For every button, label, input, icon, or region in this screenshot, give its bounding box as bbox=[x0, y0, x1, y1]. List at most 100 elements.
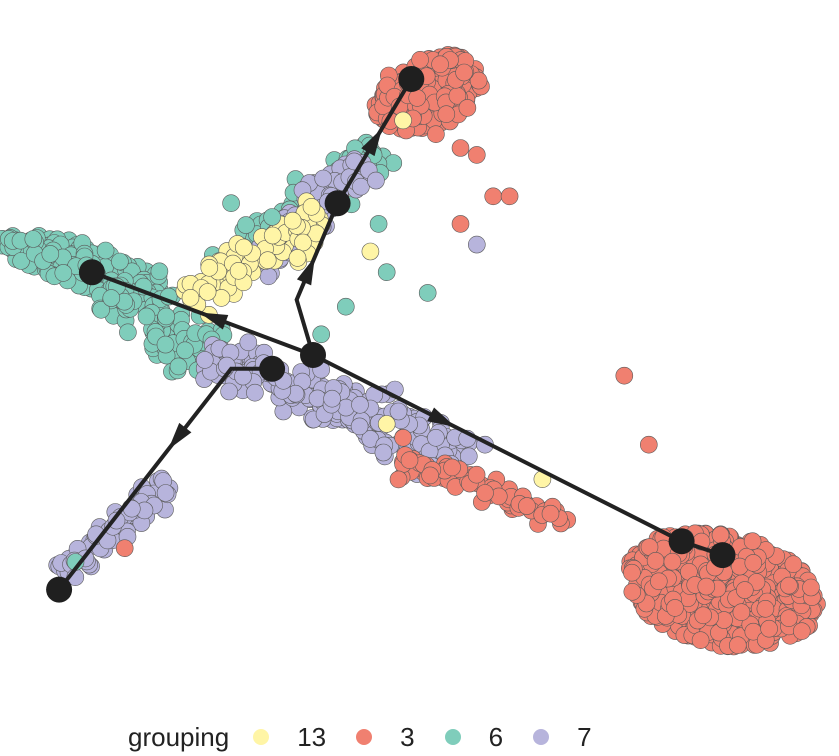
data-point-group-3 bbox=[615, 366, 634, 385]
trajectory-node-right_end bbox=[709, 542, 736, 569]
data-point-group-3 bbox=[711, 526, 730, 544]
data-point-group-6 bbox=[54, 264, 73, 282]
data-point-group-3 bbox=[666, 599, 684, 617]
data-point-group-3 bbox=[469, 71, 488, 90]
data-point-group-3 bbox=[756, 599, 775, 618]
data-point-group-6 bbox=[377, 263, 396, 282]
data-point-group-3 bbox=[735, 581, 754, 599]
data-point-group-3 bbox=[431, 55, 449, 74]
data-point-group-6 bbox=[169, 357, 188, 376]
data-points bbox=[0, 46, 826, 656]
data-point-group-3 bbox=[451, 139, 470, 157]
data-point-group-6 bbox=[41, 245, 60, 263]
data-point-group-3 bbox=[646, 551, 665, 570]
legend-item-7: 7 bbox=[533, 722, 592, 753]
trajectory-node-top_end bbox=[398, 66, 425, 92]
data-point-group-3 bbox=[400, 451, 419, 470]
data-point-group-13 bbox=[198, 283, 217, 301]
legend-swatch-6 bbox=[444, 729, 461, 745]
data-point-group-3 bbox=[780, 576, 798, 595]
data-point-group-7 bbox=[367, 171, 385, 190]
data-point-group-3 bbox=[500, 187, 519, 206]
data-point-group-3 bbox=[744, 554, 763, 572]
legend-item-6: 6 bbox=[444, 721, 504, 753]
legend-swatch-7 bbox=[533, 729, 550, 745]
data-point-group-3 bbox=[697, 577, 716, 596]
data-point-group-6 bbox=[24, 230, 43, 248]
data-point-group-3 bbox=[437, 105, 456, 123]
data-point-group-3 bbox=[649, 572, 668, 591]
data-point-group-6 bbox=[150, 262, 169, 281]
data-point-group-13 bbox=[263, 226, 282, 245]
data-point-group-6 bbox=[176, 341, 194, 360]
data-point-group-7 bbox=[196, 351, 214, 369]
data-point-group-6 bbox=[312, 325, 331, 344]
data-point-group-7 bbox=[156, 484, 175, 502]
data-point-group-3 bbox=[389, 470, 408, 489]
data-point-group-6 bbox=[92, 300, 110, 319]
data-point-group-3 bbox=[451, 215, 470, 233]
trajectory-node-right_a bbox=[668, 528, 695, 555]
data-point-group-13 bbox=[235, 238, 253, 257]
data-point-group-3 bbox=[694, 606, 713, 625]
data-point-group-3 bbox=[639, 435, 658, 454]
data-point-group-3 bbox=[802, 578, 820, 597]
trajectory-edge bbox=[57, 366, 273, 591]
trajectory-node-left_end bbox=[78, 259, 105, 286]
data-point-group-6 bbox=[111, 252, 129, 271]
data-point-group-6 bbox=[96, 241, 115, 260]
legend-swatch-3 bbox=[356, 729, 373, 745]
data-point-group-13 bbox=[200, 258, 219, 277]
data-point-group-13 bbox=[377, 415, 396, 433]
data-point-group-7 bbox=[314, 169, 333, 188]
data-point-group-6 bbox=[237, 216, 255, 234]
data-point-group-3 bbox=[458, 99, 477, 117]
data-point-group-3 bbox=[541, 504, 560, 523]
data-point-group-3 bbox=[467, 146, 486, 164]
data-point-group-13 bbox=[283, 211, 302, 230]
legend-label-6: 6 bbox=[488, 721, 504, 752]
data-point-group-7 bbox=[220, 382, 238, 401]
data-point-group-7 bbox=[351, 395, 369, 414]
data-point-group-13 bbox=[229, 261, 248, 280]
data-point-group-6 bbox=[263, 208, 281, 226]
data-point-group-13 bbox=[181, 288, 200, 307]
data-point-group-3 bbox=[623, 563, 641, 582]
data-point-group-6 bbox=[418, 284, 437, 302]
data-point-group-6 bbox=[222, 194, 240, 212]
trajectory-arrow bbox=[199, 312, 229, 330]
data-point-group-3 bbox=[518, 497, 536, 515]
data-point-group-7 bbox=[389, 402, 408, 421]
trajectory-node-center2 bbox=[259, 355, 286, 382]
data-point-group-7 bbox=[323, 389, 341, 408]
data-point-group-13 bbox=[361, 242, 380, 261]
data-point-group-3 bbox=[427, 125, 445, 143]
data-point-group-7 bbox=[427, 428, 445, 447]
data-point-group-3 bbox=[411, 50, 429, 69]
data-point-group-3 bbox=[728, 636, 747, 655]
trajectory-arrow bbox=[296, 256, 315, 286]
data-point-group-7 bbox=[352, 177, 370, 196]
data-point-group-3 bbox=[623, 582, 642, 601]
data-point-group-6 bbox=[369, 215, 388, 233]
data-point-group-3 bbox=[476, 484, 494, 502]
data-point-group-3 bbox=[760, 619, 778, 638]
data-point-group-7 bbox=[467, 235, 486, 254]
data-point-group-3 bbox=[115, 539, 134, 558]
data-point-group-3 bbox=[732, 603, 751, 622]
trajectory-edge bbox=[312, 353, 683, 544]
data-point-group-6 bbox=[156, 335, 175, 354]
trajectory-node-bottom_end bbox=[46, 576, 73, 603]
data-point-group-3 bbox=[792, 622, 811, 641]
data-point-group-13 bbox=[302, 198, 321, 216]
data-point-group-3 bbox=[443, 458, 461, 477]
trajectory-arrow bbox=[427, 407, 456, 427]
data-point-group-7 bbox=[246, 383, 264, 402]
data-point-group-3 bbox=[691, 631, 710, 650]
data-point-group-3 bbox=[743, 532, 762, 551]
data-point-group-6 bbox=[336, 297, 355, 316]
trajectory-node-top_mid bbox=[324, 190, 351, 217]
data-point-group-3 bbox=[779, 609, 798, 628]
data-point-group-3 bbox=[467, 465, 486, 484]
data-point-group-13 bbox=[258, 251, 277, 270]
